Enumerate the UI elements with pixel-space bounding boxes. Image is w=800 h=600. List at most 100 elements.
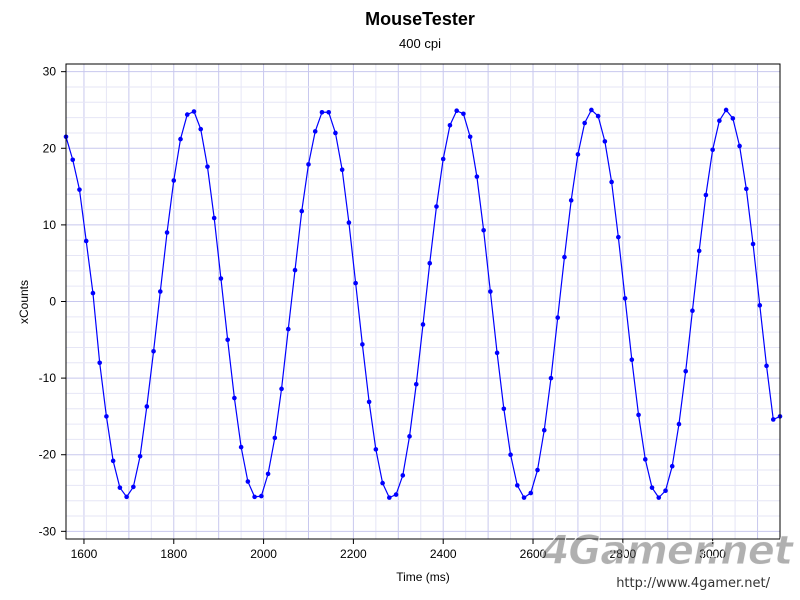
data-point [211,215,217,221]
axis-ticks: 1600 1800 2000 2200 2400 2600 2800 3000 30 20 10 0 -… [39,65,727,561]
data-point [467,134,473,140]
x-tick-label: 2800 [609,547,636,561]
data-point [400,473,406,478]
data-point [225,337,230,343]
data-point [562,254,567,260]
watermark-url: http://www.4gamer.net/ [616,576,770,591]
data-point [690,308,695,313]
data-point [575,152,581,157]
data-point [245,479,251,484]
data-point [636,412,641,418]
x-tick-label: 2600 [520,547,547,561]
data-point [622,296,628,301]
data-point [218,276,224,281]
data-point [703,192,709,198]
data-point [198,126,204,132]
y-axis-label: xCounts [17,280,31,324]
data-point [299,208,305,214]
data-point [184,112,190,117]
data-point [333,130,338,136]
data-point [717,118,722,123]
data-point [97,360,102,366]
data-point [568,198,574,203]
x-tick-label: 2000 [250,547,277,561]
x-tick-label: 2200 [340,547,367,561]
data-point [669,463,675,469]
data-point [447,122,453,128]
data-point [649,485,655,490]
data-point [528,490,534,496]
data-point [521,495,527,500]
data-point [737,143,742,149]
y-tick-label: 0 [49,295,56,309]
data-point [205,164,210,169]
y-tick-label: -30 [39,524,57,538]
x-tick-label: 1600 [71,547,98,561]
data-point [609,179,614,185]
data-point [178,136,183,142]
data-point [744,186,749,192]
data-point [319,109,325,115]
data-point [360,342,365,347]
data-point [238,444,244,450]
data-point [535,467,540,473]
data-point [292,267,298,273]
data-point [387,495,392,500]
data-point [676,421,682,427]
data-point [151,348,156,354]
data-point [306,162,311,167]
data-point [144,404,150,409]
data-point [164,230,170,235]
data-point [656,495,662,500]
data-point [90,290,96,296]
data-point [723,107,729,113]
data-point [279,386,284,392]
data-point [346,220,352,225]
data-point [232,395,237,401]
data-point [555,315,561,320]
data-point [427,260,433,266]
data-point [353,280,358,286]
data-point [413,381,419,387]
data-point [663,488,668,494]
data-point [70,157,76,163]
data-point [366,399,372,405]
y-tick-label: 10 [43,218,57,232]
watermark-logo: 4Gamer.net [541,528,793,575]
data-point [757,303,763,308]
data-point [683,368,688,374]
data-point [265,471,271,477]
data-point [764,363,769,369]
data-point [131,484,136,490]
data-point [83,238,89,244]
data-point [629,357,635,363]
data-point [393,492,399,497]
data-point [191,109,197,114]
data-point [104,414,109,419]
y-tick-label: -10 [39,371,57,385]
data-point [642,457,648,462]
data-point [602,139,608,144]
data-point [730,116,736,121]
data-point [501,406,507,412]
data-point [750,241,756,247]
data-point [508,452,513,458]
data-point [326,109,331,115]
data-point [137,453,143,459]
y-tick-label: 30 [43,65,57,79]
data-point [488,289,493,294]
x-tick-label: 1800 [160,547,187,561]
data-point [494,350,500,356]
y-tick-label: 20 [43,141,57,155]
data-point [407,434,412,439]
data-point [380,480,385,486]
data-point [420,322,426,327]
data-point [312,129,318,134]
data-point [515,483,520,488]
data-point [589,107,594,113]
data-point [272,435,278,441]
x-tick-label: 3000 [699,547,726,561]
data-point [541,427,547,433]
data-point [171,178,177,183]
plot-frame [65,63,781,540]
